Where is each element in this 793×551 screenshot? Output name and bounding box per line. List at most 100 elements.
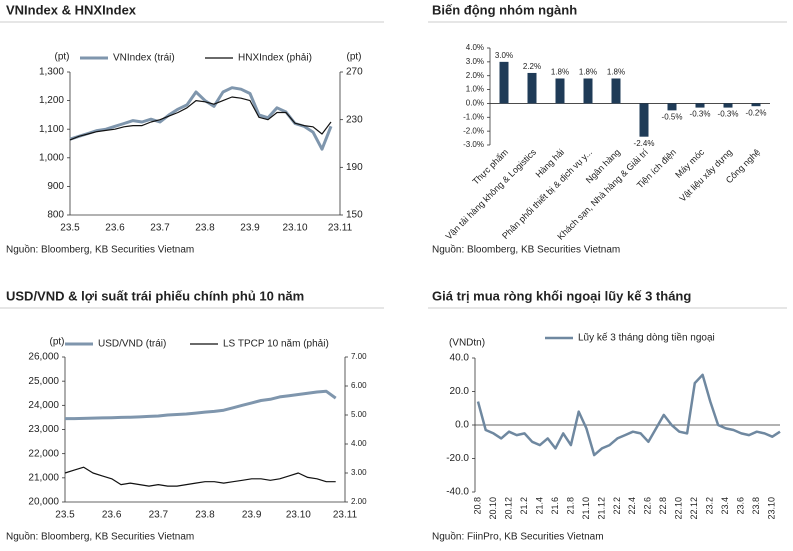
y-tick-label: 1,300 — [39, 67, 64, 78]
bar — [751, 103, 761, 107]
x-tick-label: 23.11 — [333, 510, 358, 521]
source-note: Nguồn: Bloomberg, KB Securities Vietnam — [6, 244, 194, 256]
source-note: Nguồn: FiinPro, KB Securities Vietnam — [432, 531, 604, 543]
y-tick-label: 22,000 — [28, 448, 59, 459]
y-tick-label: 20,000 — [28, 497, 59, 508]
source-note: Nguồn: Bloomberg, KB Securities Vietnam — [6, 531, 194, 543]
legend-label: USD/VND (trái) — [98, 339, 166, 350]
x-tick-label: 23.4 — [720, 497, 730, 515]
x-tick-label: 23.9 — [240, 223, 260, 234]
x-tick-label: 21.4 — [534, 497, 544, 515]
bar — [611, 78, 621, 104]
chart-title: Giá trị mua ròng khối ngoại lũy kế 3 thá… — [432, 288, 691, 303]
y2-tick-label: 150 — [346, 210, 363, 221]
y-axis-title: (VNDtn) — [449, 338, 485, 349]
value-label: -0.3% — [690, 110, 711, 119]
y-tick-label: 26,000 — [28, 352, 59, 363]
x-tick-label: 20.12 — [503, 497, 513, 520]
x-tick-label: 23.8 — [751, 497, 761, 515]
x-tick-label: 22.6 — [643, 497, 653, 515]
x-tick-label: 23.6 — [105, 223, 125, 234]
x-tick-label: 23.6 — [102, 510, 122, 521]
x-tick-label: 23.8 — [195, 223, 215, 234]
legend-label: Lũy kế 3 tháng dòng tiền ngoại — [578, 332, 715, 344]
y2-tick-label: 6.00 — [351, 381, 367, 390]
value-label: 1.8% — [551, 68, 569, 77]
y-tick-label: -1.0% — [463, 112, 484, 121]
bar — [667, 103, 677, 111]
bar — [695, 103, 705, 108]
y2-tick-label: 7.00 — [351, 352, 367, 361]
source-note: Nguồn: Bloomberg, KB Securities Vietnam — [432, 244, 620, 256]
y2-tick-label: 270 — [346, 67, 363, 78]
y2-tick-label: 5.00 — [351, 410, 367, 419]
x-tick-label: 23.5 — [60, 223, 80, 234]
x-tick-label: 23.2 — [705, 497, 715, 515]
x-tick-label: 23.10 — [286, 510, 311, 521]
x-tick-label: 23.6 — [736, 497, 746, 515]
y2-axis-title: (pt) — [347, 52, 362, 63]
x-tick-label: 21.2 — [519, 497, 529, 515]
y-tick-label: -40.0 — [446, 487, 469, 498]
bar — [499, 61, 509, 104]
x-tick-label: 22.10 — [674, 497, 684, 520]
x-tick-label: 23.11 — [328, 223, 353, 234]
value-label: -0.2% — [746, 108, 767, 117]
y-tick-label: 21,000 — [28, 472, 59, 483]
y-tick-label: 24,000 — [28, 400, 59, 411]
y-tick-label: 800 — [47, 210, 64, 221]
bar — [723, 103, 733, 108]
y-tick-label: 3.0% — [466, 57, 484, 66]
y-tick-label: -20.0 — [446, 453, 469, 464]
x-tick-label: 21.12 — [596, 497, 606, 520]
x-tick-label: 23.10 — [767, 497, 777, 520]
chart-title: USD/VND & lợi suất trái phiếu chính phủ … — [6, 288, 304, 303]
data-line — [65, 389, 337, 421]
y-tick-label: 1,200 — [39, 95, 64, 106]
y-tick-label: 1.0% — [466, 85, 484, 94]
x-tick-label: 21.6 — [550, 497, 560, 515]
y2-tick-label: 230 — [346, 114, 363, 125]
y-tick-label: 20.0 — [450, 386, 470, 397]
x-tick-label: 23.9 — [242, 510, 262, 521]
x-tick-label: 23.7 — [150, 223, 170, 234]
y-tick-label: -3.0% — [463, 140, 484, 149]
y-tick-label: -2.0% — [463, 126, 484, 135]
value-label: -0.3% — [718, 110, 739, 119]
legend-label: HNXIndex (phải) — [238, 53, 312, 64]
legend-label: VNIndex (trái) — [113, 53, 175, 64]
y-axis-title: (pt) — [55, 52, 70, 63]
value-label: 2.2% — [523, 62, 541, 71]
value-label: 1.8% — [607, 68, 625, 77]
data-line — [64, 466, 336, 487]
x-tick-label: 21.10 — [581, 497, 591, 520]
bar — [527, 72, 537, 104]
y-tick-label: 900 — [47, 181, 64, 192]
y-tick-label: 1,000 — [39, 152, 64, 163]
y-tick-label: 40.0 — [450, 353, 470, 364]
chart-title: VNIndex & HNXIndex — [6, 2, 137, 17]
data-line — [476, 373, 781, 457]
value-label: 3.0% — [495, 51, 513, 60]
bar — [639, 103, 649, 137]
y-tick-label: 4.0% — [466, 43, 484, 52]
y2-tick-label: 2.00 — [351, 497, 367, 506]
y-tick-label: 0.0% — [466, 99, 484, 108]
y-tick-label: 25,000 — [28, 376, 59, 387]
x-tick-label: 22.12 — [689, 497, 699, 520]
x-tick-label: 23.5 — [55, 510, 75, 521]
x-tick-label: 21.8 — [565, 497, 575, 515]
bar — [583, 78, 593, 104]
y-tick-label: 0.0 — [455, 420, 469, 431]
x-tick-label: 22.4 — [627, 497, 637, 515]
y-tick-label: 2.0% — [466, 71, 484, 80]
value-label: 1.8% — [579, 68, 597, 77]
legend-label: LS TPCP 10 năm (phải) — [223, 339, 329, 350]
x-tick-label: 20.8 — [472, 497, 482, 515]
y-axis-title: (pt) — [50, 337, 65, 348]
y-tick-label: 23,000 — [28, 424, 59, 435]
y2-tick-label: 4.00 — [351, 439, 367, 448]
data-line — [69, 86, 333, 151]
x-tick-label: 23.10 — [282, 223, 307, 234]
